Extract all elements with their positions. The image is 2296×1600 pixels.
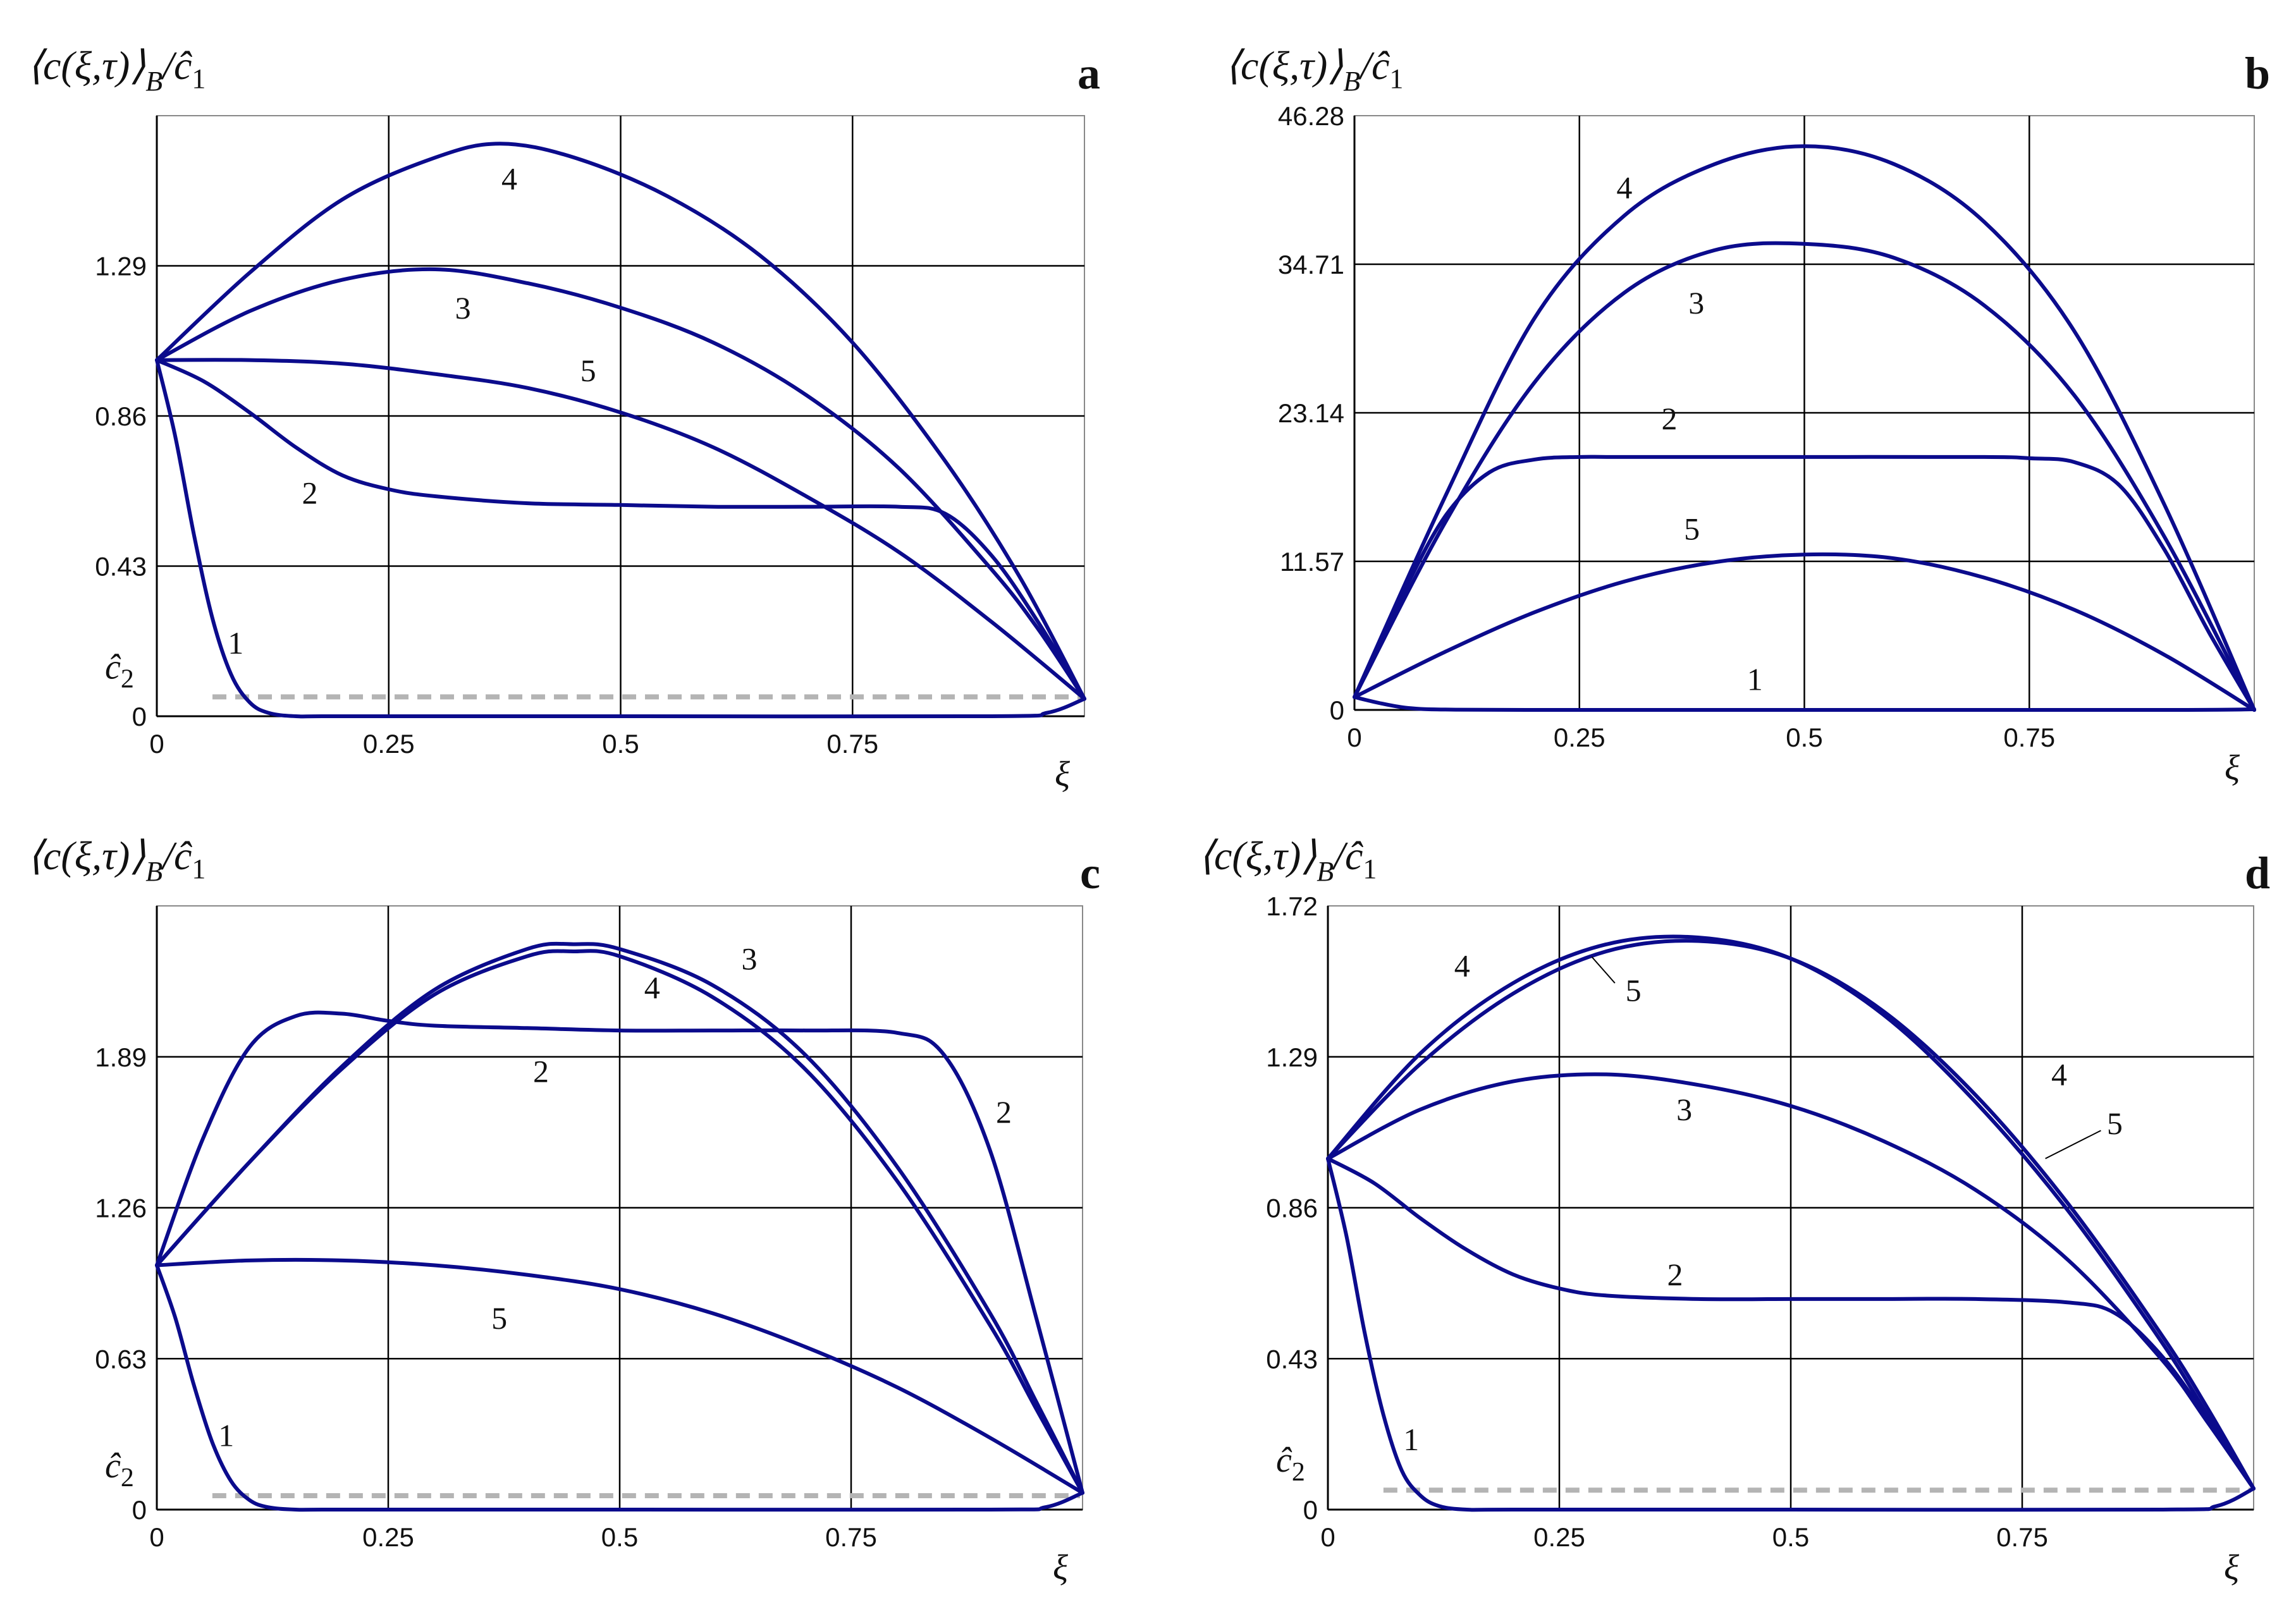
- curve-2: [155, 358, 1086, 701]
- y-tick-label: 0: [1330, 695, 1344, 725]
- c2-level-label: ĉ2: [1276, 1441, 1305, 1487]
- y-tick-label: 34.71: [1278, 250, 1344, 279]
- y-axis-label: ⟨c(ξ,τ)⟩B/ĉ1: [1198, 833, 1377, 887]
- curve-4: [155, 949, 1084, 1495]
- x-tick-label: 0.5: [601, 1522, 638, 1552]
- x-tick-label: 0: [149, 729, 164, 759]
- x-tick-label: 0: [149, 1522, 164, 1552]
- y-tick-label: 1.89: [95, 1042, 147, 1072]
- curve-label-2: 2: [996, 1094, 1012, 1130]
- curve-5: [155, 1257, 1084, 1495]
- x-axis-label: ξ: [2224, 1548, 2239, 1587]
- curve-5: [155, 358, 1086, 701]
- y-tick-label: 0.63: [95, 1344, 147, 1374]
- curve-3: [1326, 1072, 2256, 1491]
- curve-label-4: 4: [644, 970, 660, 1005]
- x-tick-label: 0.5: [1772, 1522, 1809, 1552]
- y-tick-label: 0.43: [95, 552, 147, 582]
- curve-label-2: 2: [1662, 401, 1678, 436]
- y-tick-label: 1.29: [95, 252, 147, 281]
- curve-label-5: 5: [2107, 1106, 2123, 1141]
- curve-label-3: 3: [1688, 285, 1704, 321]
- x-tick-label: 0.75: [825, 1522, 877, 1552]
- x-tick-label: 0.25: [363, 729, 415, 759]
- x-tick-label: 0.75: [826, 729, 878, 759]
- curve-5: [1353, 552, 2256, 712]
- curve-label-2: 2: [533, 1053, 549, 1089]
- curve-2: [155, 1010, 1084, 1495]
- y-tick-label: 0: [132, 1495, 147, 1525]
- panel-a: 0 0.25 0.5 0.75 0 0.43 0.86 1.29 4 3 5 2 1 ⟨c(ξ,τ)⟩B/…: [27, 43, 1100, 794]
- panel-c: 0 0.25 0.5 0.75 0 0.63 1.26 1.89 3 4 2 2 5 1 ⟨c(ξ,τ)⟩B…: [27, 833, 1100, 1587]
- curve-label-5: 5: [491, 1300, 507, 1336]
- y-tick-label: 0: [1303, 1495, 1318, 1525]
- panel-letter: b: [2245, 48, 2270, 99]
- panel-letter: c: [1080, 848, 1100, 898]
- y-tick-label: 1.26: [95, 1194, 147, 1223]
- x-axis-label: ξ: [2225, 748, 2240, 788]
- curve-3: [1353, 241, 2256, 712]
- curve-label-5: 5: [580, 353, 596, 388]
- x-tick-label: 0.5: [602, 729, 639, 759]
- curve-1: [1353, 695, 2256, 712]
- curve-1: [1326, 1156, 2256, 1512]
- curve-label-3: 3: [741, 941, 757, 976]
- y-axis-label: ⟨c(ξ,τ)⟩B/ĉ1: [1225, 43, 1403, 97]
- y-tick-label: 0.86: [95, 401, 147, 431]
- curve-label-4: 4: [1616, 169, 1632, 205]
- curve-5: [1326, 939, 2256, 1491]
- curve-1: [155, 1263, 1084, 1512]
- x-tick-label: 0.25: [1554, 723, 1605, 752]
- curve-label-4: 4: [1454, 948, 1470, 983]
- leader-line: [2045, 1130, 2101, 1159]
- x-tick-label: 0: [1347, 723, 1361, 752]
- curve-4: [1353, 144, 2256, 712]
- c2-level-label: ĉ2: [105, 647, 134, 693]
- x-tick-label: 0.75: [1996, 1522, 2048, 1552]
- panel-letter: a: [1077, 48, 1100, 99]
- leader-line: [1591, 956, 1616, 984]
- curve-4: [155, 142, 1086, 701]
- curve-label-5: 5: [1684, 511, 1700, 547]
- x-tick-label: 0: [1320, 1522, 1335, 1552]
- y-tick-label: 0: [132, 702, 147, 731]
- curve-label-4: 4: [501, 161, 517, 196]
- curve-label-1: 1: [1403, 1422, 1419, 1457]
- curve-3: [155, 267, 1086, 701]
- y-tick-label: 23.14: [1278, 398, 1344, 428]
- curve-2: [1353, 455, 2256, 712]
- y-tick-label: 1.72: [1266, 891, 1318, 921]
- c2-level-label: ĉ2: [105, 1446, 134, 1493]
- x-tick-label: 0.5: [1786, 723, 1822, 752]
- curve-label-4: 4: [2051, 1057, 2067, 1092]
- y-axis-label: ⟨c(ξ,τ)⟩B/ĉ1: [27, 833, 206, 887]
- curve-label-2: 2: [302, 475, 318, 511]
- x-axis-label: ξ: [1053, 1548, 1068, 1587]
- curve-label-1: 1: [1747, 661, 1763, 697]
- x-tick-label: 0.75: [2003, 723, 2055, 752]
- curve-1: [155, 358, 1086, 719]
- x-tick-label: 0.25: [1533, 1522, 1585, 1552]
- curve-label-3: 3: [1676, 1092, 1692, 1127]
- panel-d: 0 0.25 0.5 0.75 0 0.43 0.86 1.29 1.72 4 5 4 5 3 2 1 ⟨c(ξ…: [1198, 833, 2270, 1587]
- y-tick-label: 46.28: [1278, 101, 1344, 131]
- curve-label-1: 1: [218, 1418, 234, 1453]
- curve-label-1: 1: [228, 625, 243, 661]
- y-tick-label: 1.29: [1266, 1042, 1318, 1072]
- curve-label-5: 5: [1626, 972, 1642, 1008]
- curve-label-2: 2: [1667, 1257, 1683, 1292]
- curve-label-3: 3: [455, 290, 471, 326]
- y-axis-label: ⟨c(ξ,τ)⟩B/ĉ1: [27, 43, 206, 97]
- x-tick-label: 0.25: [362, 1522, 414, 1552]
- x-axis-label: ξ: [1055, 755, 1070, 794]
- y-tick-label: 0.86: [1266, 1194, 1318, 1223]
- y-tick-label: 0.43: [1266, 1344, 1318, 1374]
- panel-b: 0 0.25 0.5 0.75 0 11.57 23.14 34.71 46.28 4 3 2 5 1 ⟨c…: [1225, 43, 2270, 788]
- panel-letter: d: [2245, 848, 2270, 898]
- y-tick-label: 11.57: [1280, 547, 1344, 577]
